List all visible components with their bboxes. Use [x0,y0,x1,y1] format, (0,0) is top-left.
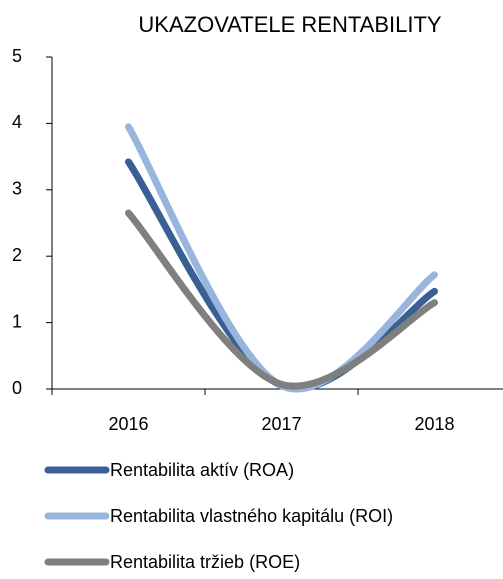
x-tick-label: 2018 [414,414,454,434]
data-line [125,123,438,393]
legend-label: Rentabilita vlastného kapitálu (ROI) [110,506,393,526]
y-tick-label: 4 [12,112,22,132]
y-tick-label: 2 [12,245,22,265]
legend-label: Rentabilita tržieb (ROE) [110,552,300,572]
x-tick-label: 2017 [261,414,301,434]
y-tick-label: 5 [12,46,22,66]
y-tick-label: 3 [12,179,22,199]
y-tick-label: 1 [12,311,22,331]
data-line [125,209,438,390]
x-tick-label: 2016 [108,414,148,434]
y-tick-label: 0 [12,378,22,398]
legend-label: Rentabilita aktív (ROA) [110,460,294,480]
chart-title: UKAZOVATELE RENTABILITY [138,12,442,37]
